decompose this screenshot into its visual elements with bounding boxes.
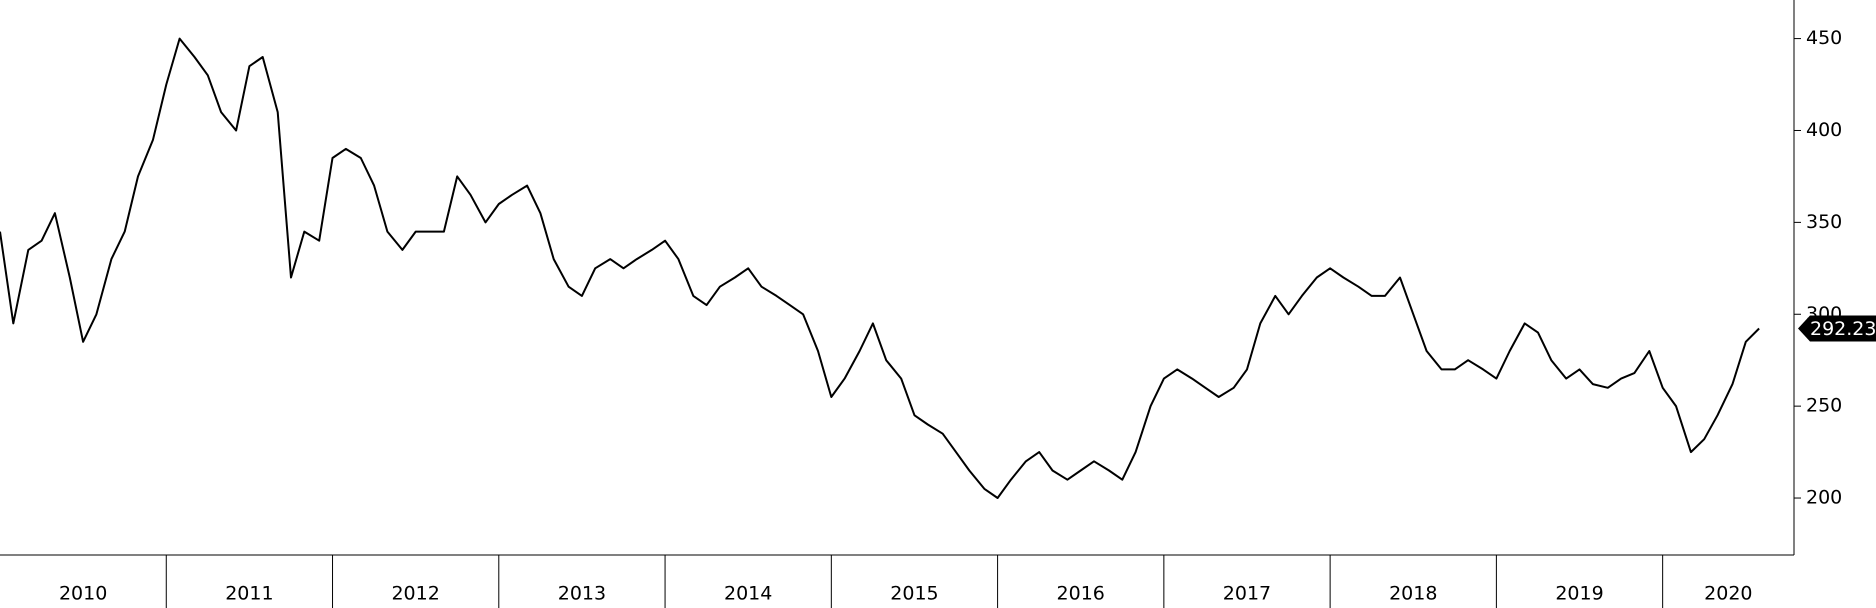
last-value-tag	[1798, 315, 1876, 342]
x-tick-label: 2012	[391, 583, 439, 605]
x-tick-label: 2015	[890, 583, 938, 605]
y-tick-label: 250	[1806, 395, 1842, 417]
last-value-label: 292.23	[1810, 318, 1876, 340]
x-tick-label: 2020	[1704, 583, 1752, 605]
x-tick-label: 2017	[1223, 583, 1271, 605]
x-tick-label: 2016	[1057, 583, 1105, 605]
x-tick-label: 2014	[724, 583, 772, 605]
x-tick-label: 2010	[59, 583, 107, 605]
x-tick-label: 2019	[1555, 583, 1603, 605]
y-tick-label: 350	[1806, 211, 1842, 233]
y-tick-label: 400	[1806, 119, 1842, 141]
y-tick-label: 450	[1806, 27, 1842, 49]
y-tick-label: 200	[1806, 487, 1842, 509]
x-tick-label: 2018	[1389, 583, 1437, 605]
x-tick-label: 2013	[558, 583, 606, 605]
x-tick-label: 2011	[225, 583, 273, 605]
price-line	[0, 37, 1760, 499]
